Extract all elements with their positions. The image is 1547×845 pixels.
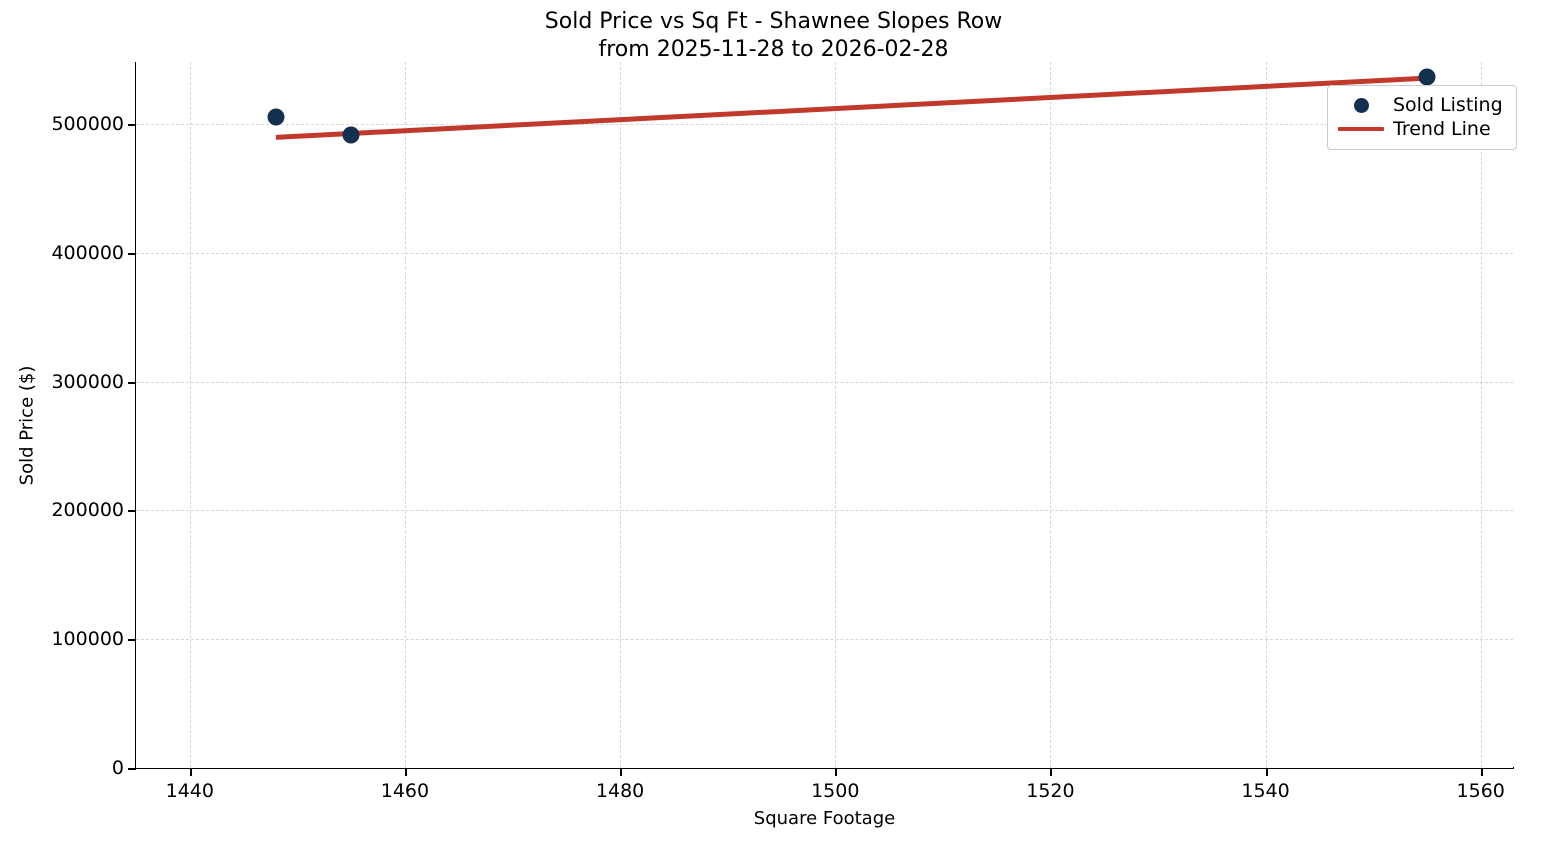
gridline-vertical	[1265, 62, 1267, 768]
x-axis-tick-label: 1440	[165, 780, 214, 802]
gridline-vertical	[1480, 62, 1482, 768]
gridline-vertical	[404, 62, 406, 768]
x-axis-tick-label: 1520	[1026, 780, 1075, 802]
y-axis-tick	[128, 510, 136, 513]
gridline-vertical	[620, 62, 622, 768]
x-axis-tick-label: 1480	[595, 780, 645, 802]
gridline-horizontal	[136, 252, 1513, 254]
gridline-vertical	[189, 62, 191, 768]
gridline-vertical	[1050, 62, 1052, 768]
x-axis-tick	[1050, 769, 1053, 776]
legend-label-trend-line: Trend Line	[1393, 118, 1491, 140]
plot-area	[136, 62, 1513, 768]
x-axis-tick	[189, 769, 192, 776]
y-axis-tick	[128, 252, 136, 255]
y-axis-label: Sold Price ($)	[16, 365, 38, 486]
data-point[interactable]	[267, 108, 285, 126]
x-axis-tick-label: 1540	[1241, 780, 1290, 802]
chart-legend[interactable]: Sold Listing Trend Line	[1327, 85, 1517, 150]
x-axis-tick-label: 1560	[1456, 780, 1505, 802]
chart-title-line-2: from 2025-11-28 to 2026-02-28	[598, 37, 949, 62]
data-point[interactable]	[1418, 68, 1436, 86]
y-axis-tick-label: 500000	[51, 112, 124, 135]
gridline-vertical	[835, 62, 837, 768]
chart-title: Sold Price vs Sq Ft - Shawnee Slopes Row…	[0, 8, 1547, 64]
trend-line-layer	[275, 75, 1428, 140]
y-axis-tick-label: 0	[111, 757, 124, 779]
trend-line	[275, 75, 1428, 140]
x-axis-tick	[620, 769, 623, 776]
trend-line-marker-icon	[1337, 127, 1385, 131]
x-axis-tick	[1265, 769, 1268, 776]
x-axis-tick	[1480, 769, 1483, 776]
y-axis-tick-label: 300000	[51, 370, 124, 393]
x-axis-tick-label: 1500	[811, 780, 860, 802]
chart-title-line-1: Sold Price vs Sq Ft - Shawnee Slopes Row	[544, 9, 1003, 34]
gridline-horizontal	[136, 381, 1513, 383]
data-point[interactable]	[342, 126, 360, 144]
x-axis-label: Square Footage	[753, 808, 896, 829]
y-axis-tick	[128, 381, 136, 384]
x-axis-spine	[135, 767, 1514, 769]
legend-item-sold-listing[interactable]: Sold Listing	[1337, 93, 1507, 117]
y-axis-tick	[128, 639, 136, 642]
y-axis-tick	[128, 768, 136, 770]
gridline-horizontal	[136, 639, 1513, 641]
y-axis-tick	[128, 123, 136, 126]
y-axis-tick-label: 100000	[51, 628, 124, 651]
x-axis-tick-label: 1460	[380, 780, 430, 802]
sold-listing-marker-icon	[1337, 97, 1385, 113]
y-axis-tick-label: 400000	[51, 241, 124, 264]
legend-item-trend-line[interactable]: Trend Line	[1337, 117, 1507, 141]
gridline-horizontal	[136, 510, 1513, 512]
x-axis-tick	[835, 769, 838, 776]
gridline-horizontal	[136, 123, 1513, 125]
y-axis-tick-label: 200000	[51, 499, 124, 522]
x-axis-tick	[404, 769, 407, 776]
legend-label-sold-listing: Sold Listing	[1393, 94, 1503, 116]
